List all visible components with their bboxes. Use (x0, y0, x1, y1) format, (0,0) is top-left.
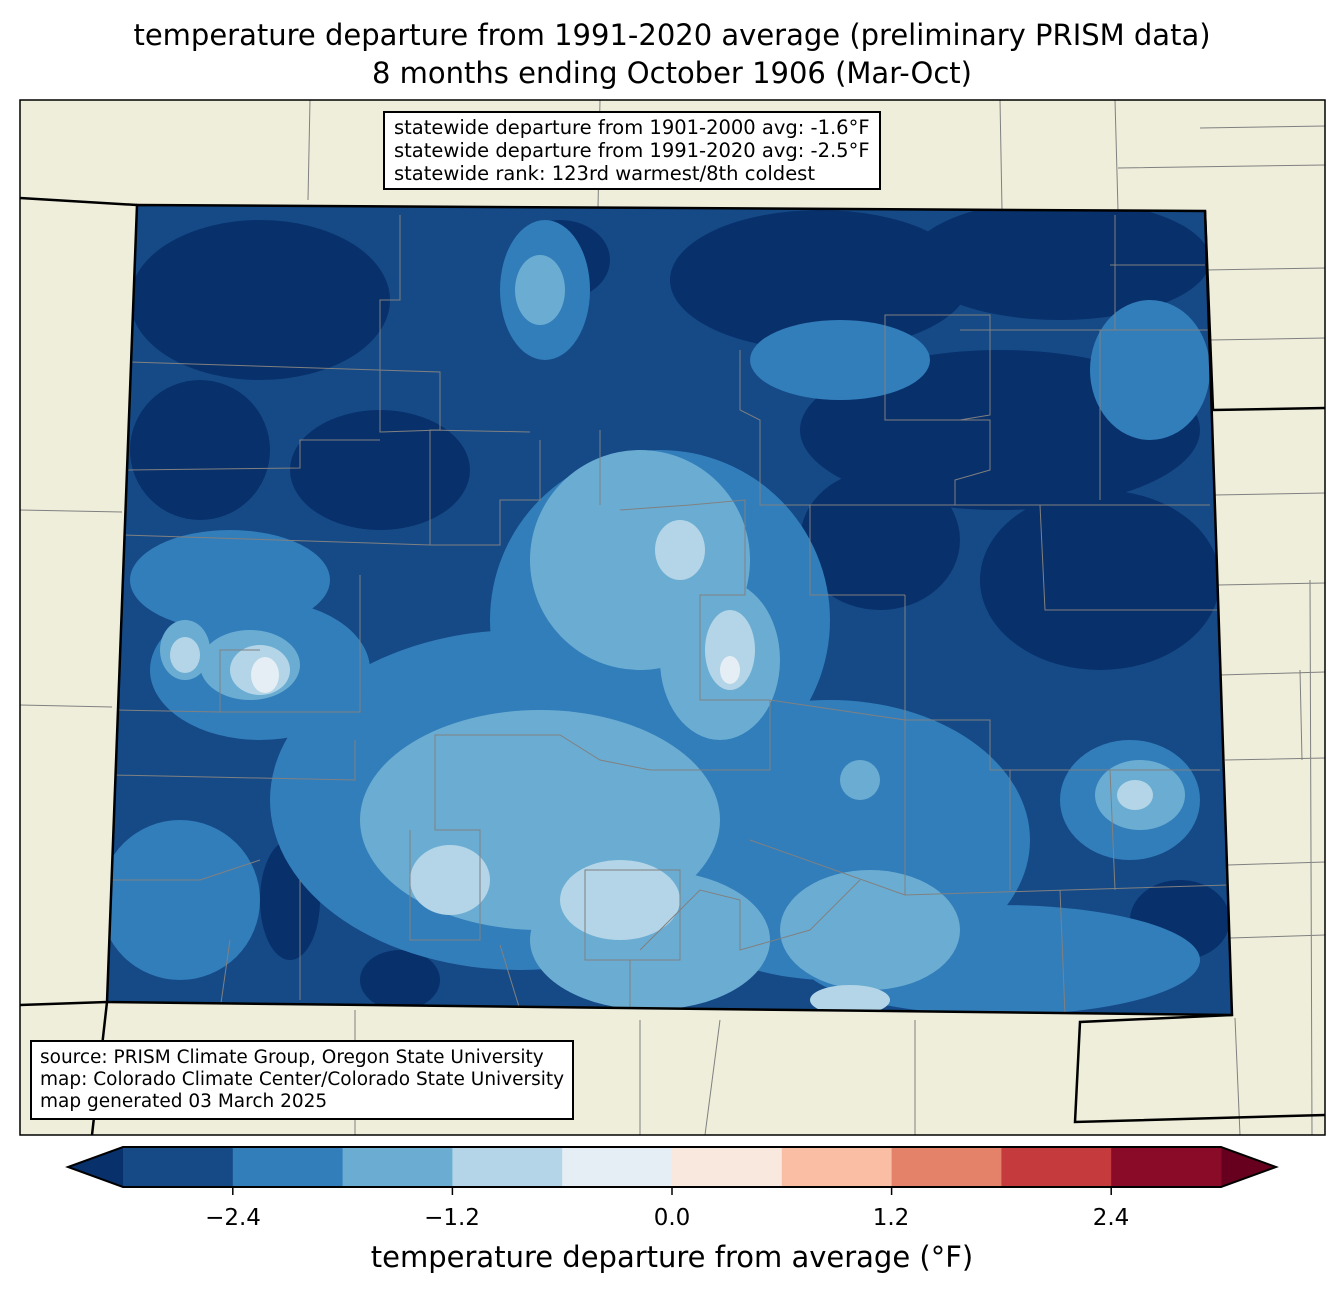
colorbar-tick-label: 2.4 (1092, 1205, 1130, 1231)
colorbar-tick-label: −1.2 (424, 1205, 480, 1231)
colorbar-bin (781, 1147, 893, 1187)
credit-map: map: Colorado Climate Center/Colorado St… (40, 1069, 565, 1090)
colorbar-label: temperature departure from average (°F) (370, 1240, 974, 1274)
colorbar-bin (562, 1147, 673, 1187)
colorbar-tick-label: −2.4 (205, 1205, 261, 1231)
stats-rank: statewide rank: 123rd warmest/8th coldes… (394, 162, 815, 185)
neighbor-state-county-lines (20, 100, 1325, 1135)
credit-source: source: PRISM Climate Group, Oregon Stat… (40, 1047, 544, 1068)
colorbar-outline (65, 1146, 1279, 1188)
colorbar-bin (342, 1147, 453, 1187)
colorbar-under-extension (68, 1147, 123, 1187)
statewide-stats-box: statewide departure from 1901-2000 avg: … (383, 111, 881, 190)
map-title-line1: temperature departure from 1991-2020 ave… (133, 18, 1211, 52)
map-title-line2: 8 months ending October 1906 (Mar-Oct) (371, 56, 972, 90)
stats-departure-1901-2000: statewide departure from 1901-2000 avg: … (394, 116, 870, 139)
credits-box: source: PRISM Climate Group, Oregon Stat… (30, 1040, 575, 1120)
colorbar-tick-label: 1.2 (872, 1205, 910, 1231)
colorbar-bin (452, 1147, 563, 1187)
colorbar-tick-label: 0.0 (653, 1205, 691, 1231)
credit-generated: map generated 03 March 2025 (40, 1091, 328, 1112)
colorbar-over-extension (1221, 1147, 1276, 1187)
map-frame (19, 99, 1326, 1136)
colorbar-bin (123, 1147, 234, 1187)
colorbar-bin (891, 1147, 1002, 1187)
colorbar-bin (1001, 1147, 1112, 1187)
state-boundaries (20, 196, 1325, 1135)
colorado-border (105, 203, 1234, 1017)
colorbar-bin (1111, 1147, 1222, 1187)
colorbar-bin (672, 1147, 783, 1187)
stats-departure-1991-2020: statewide departure from 1991-2020 avg: … (394, 139, 870, 162)
colorbar-bin (232, 1147, 344, 1187)
colorado-departure-field (107, 205, 1232, 1015)
colorbar (65, 1146, 1279, 1195)
